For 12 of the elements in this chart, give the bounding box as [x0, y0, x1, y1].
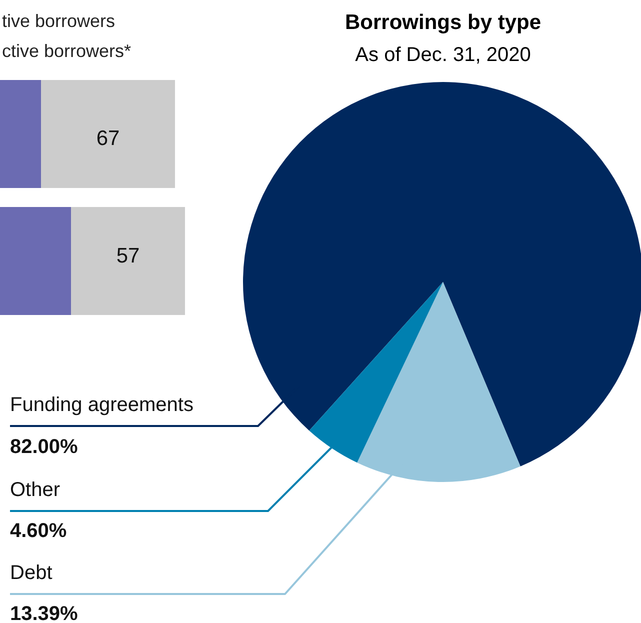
chart-title: Borrowings by type [344, 11, 542, 34]
slice-label: Funding agreements [10, 394, 194, 416]
slice-label: Other [10, 479, 60, 501]
slice-label: Debt [10, 562, 53, 584]
data-label: 4.60% [10, 520, 67, 542]
data-label: 82.00% [10, 436, 78, 458]
data-label: 57 [116, 244, 140, 268]
data-label: 67 [96, 126, 120, 150]
series-label: ctive borrowers* [2, 41, 132, 61]
text: tive borrowers [2, 11, 116, 31]
chart-subtitle: As of Dec. 31, 2020 [355, 44, 531, 66]
data-label: 13.39% [10, 603, 78, 623]
